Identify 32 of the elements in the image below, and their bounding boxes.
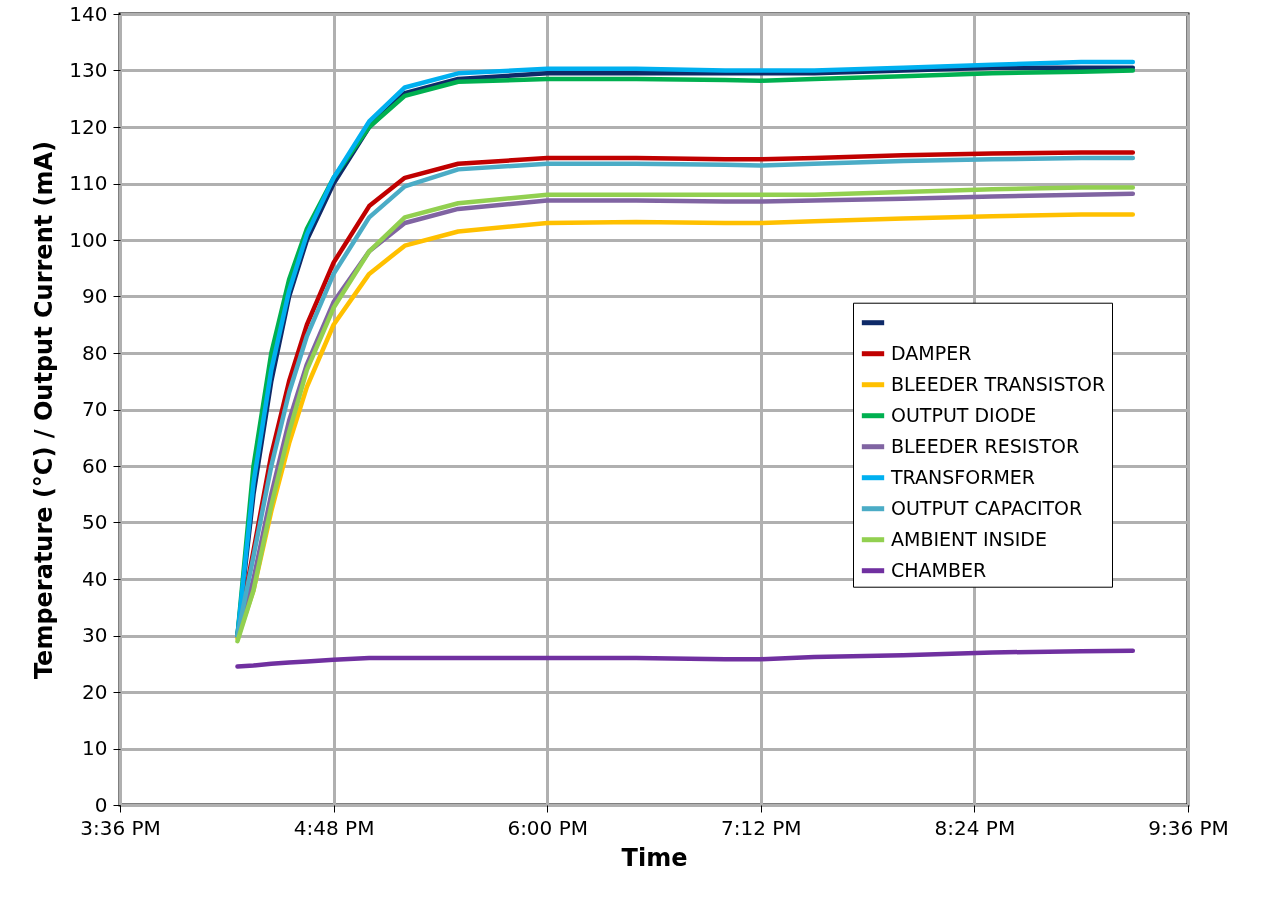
legend-label: DAMPER [891, 341, 972, 364]
legend-label: CHAMBER [891, 558, 987, 581]
y-tick-label: 20 [82, 679, 108, 704]
y-axis-title: Temperature (°C) / Output Current (mA) [30, 140, 59, 680]
y-tick-label: 70 [82, 397, 108, 421]
legend-label: OUTPUT DIODE [891, 403, 1037, 426]
x-tick-label: 8:24 PM [934, 815, 1016, 840]
y-tick-label: 90 [82, 284, 108, 308]
legend-label: BLEEDER RESISTOR [891, 434, 1080, 457]
y-tick-label: 60 [82, 453, 108, 478]
y-tick-label: 40 [82, 566, 108, 591]
y-tick-label: 120 [69, 114, 108, 139]
legend-label: OUTPUT CAPACITOR [891, 496, 1083, 519]
legend-label: AMBIENT INSIDE [891, 527, 1048, 550]
y-tick-label: 100 [69, 227, 108, 252]
y-tick-label: 130 [69, 58, 108, 82]
y-tick-label: 30 [82, 623, 108, 647]
y-tick-label: 80 [82, 340, 108, 365]
x-tick-label: 9:36 PM [1148, 815, 1229, 840]
y-tick-label: 10 [82, 736, 108, 760]
y-tick-label: 0 [94, 792, 108, 817]
x-axis-title: Time [621, 843, 688, 872]
x-tick-label: 6:00 PM [507, 815, 588, 840]
legend-label: TRANSFORMER [890, 465, 1035, 488]
y-tick-label: 110 [69, 171, 108, 195]
line-series [235, 648, 1136, 669]
x-tick-label: 3:36 PM [80, 815, 161, 840]
x-tick-label: 7:12 PM [721, 815, 802, 840]
y-tick-label: 50 [82, 510, 108, 534]
x-tick-label: 4:48 PM [293, 815, 375, 840]
y-tick-label: 140 [69, 1, 108, 26]
legend-label: BLEEDER TRANSISTOR [891, 372, 1106, 395]
